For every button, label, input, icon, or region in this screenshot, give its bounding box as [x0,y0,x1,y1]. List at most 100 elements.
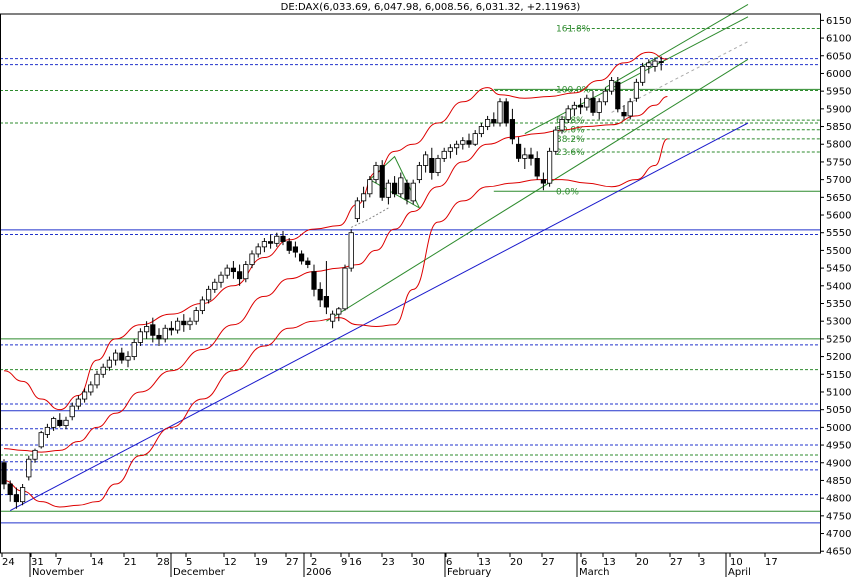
candle-body-81 [503,101,509,124]
candle-59 [367,176,373,198]
candle-body-75 [466,140,472,145]
candle-43 [267,234,274,249]
candle-95 [590,91,596,116]
candle-49 [305,257,311,269]
candle-body-87 [540,179,547,184]
candle-34 [212,278,218,293]
candle-42 [261,238,268,253]
candle-body-89 [553,129,559,152]
candle-27 [168,321,174,336]
x-label-20: 13 [603,557,616,568]
candle-body-17 [106,359,112,368]
candle-52 [323,261,330,315]
bollinger-middle [3,95,668,453]
candle-15 [94,370,100,389]
candle-body-97 [602,90,609,103]
x-label-24: 10 [730,557,743,568]
candle-body-82 [509,119,516,140]
candle-body-72 [447,147,454,152]
candle-62 [385,179,392,205]
y-label-26: 4850 [826,476,851,487]
candle-body-55 [342,267,348,310]
y-label-12: 5550 [826,228,851,239]
candle-74 [460,137,466,150]
candle-body-31 [193,310,199,322]
candle-41 [255,243,261,258]
candle-71 [441,147,447,162]
y-label-14: 5450 [826,264,851,275]
candle-13 [82,388,88,403]
candle-37 [230,261,236,279]
candle-56 [348,229,354,272]
candle-body-95 [590,97,596,113]
candle-body-33 [205,288,212,301]
candle-body-41 [255,246,261,255]
candle-20 [125,351,131,368]
candle-body-11 [69,405,75,418]
candle-0 [1,459,7,490]
candle-18 [113,349,119,366]
candle-21 [131,338,137,361]
channel-lower-line [326,58,749,322]
candle-97 [602,87,609,106]
y-label-17: 5300 [826,317,851,328]
candle-98 [609,76,615,95]
bollinger-bands [3,51,668,508]
x-label-25: 17 [765,557,778,568]
candle-76 [472,130,478,147]
candle-body-38 [236,271,243,280]
month-label-0: November [32,567,85,577]
candle-104 [646,59,652,74]
candle-91 [565,105,571,124]
y-label-9: 5700 [826,175,851,186]
candle-body-19 [119,352,125,361]
candle-body-91 [565,108,571,120]
candle-body-66 [410,182,416,202]
candle-body-99 [615,81,621,110]
candle-body-84 [522,154,528,159]
candle-80 [497,98,503,127]
candle-89 [553,126,559,155]
candle-body-35 [218,274,224,283]
candle-body-18 [113,352,119,361]
candle-body-58 [360,193,367,202]
candle-body-52 [323,296,330,308]
candle-body-92 [571,104,578,110]
candle-96 [596,98,602,120]
candle-body-64 [398,177,404,195]
candle-body-65 [404,182,410,200]
candle-body-101 [627,101,633,117]
candle-7 [44,423,51,438]
candle-body-71 [441,150,447,159]
candle-16 [100,363,106,378]
y-label-20: 5150 [826,370,851,381]
fib-label-3: 50.0% [556,126,585,136]
fib-label-2: 61.8% [556,116,585,126]
candle-47 [292,241,299,258]
candle-body-29 [181,320,187,326]
candle-body-16 [100,366,106,375]
x-label-23: 3 [699,557,705,568]
candle-body-67 [416,165,423,181]
candle-body-88 [547,150,553,184]
fib-label-0: 161.8% [556,25,591,35]
y-label-29: 4700 [826,529,851,540]
candle-58 [360,186,367,208]
month-label-4: March [579,567,609,577]
candle-body-77 [478,126,485,135]
candle-23 [143,321,150,339]
candle-46 [286,238,292,254]
candle-26 [162,324,168,343]
candle-body-79 [491,119,497,124]
candle-69 [429,147,435,180]
candle-99 [615,76,621,113]
candle-93 [578,98,584,115]
y-label-11: 5600 [826,211,851,222]
candle-65 [404,179,410,205]
y-label-23: 5000 [826,423,851,434]
x-label-12: 16 [349,557,362,568]
candle-body-7 [44,426,51,435]
candle-68 [422,151,429,173]
candle-77 [478,123,485,138]
y-label-1: 6100 [826,34,851,45]
